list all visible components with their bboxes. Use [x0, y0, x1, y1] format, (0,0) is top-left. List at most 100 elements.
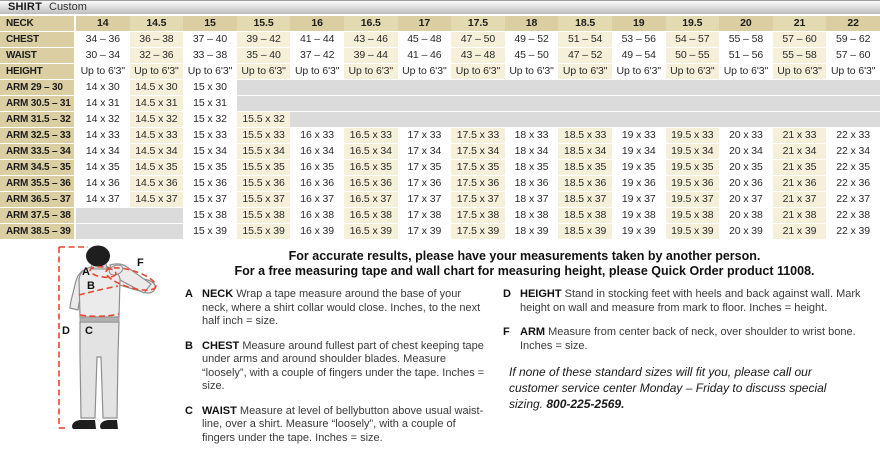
- size-cell: Up to 6'3": [772, 64, 827, 80]
- size-cell: Up to 6'3": [504, 64, 559, 80]
- size-cell: Up to 6'3": [397, 64, 452, 80]
- size-cell: 18 x 33: [504, 128, 559, 144]
- size-cell: 21 x 39: [772, 224, 827, 240]
- instruction-letter: B: [185, 339, 193, 352]
- empty-cell: [397, 96, 452, 112]
- size-cell: 15.5 x 37: [236, 192, 291, 208]
- size-cell: 15 x 36: [183, 176, 237, 192]
- size-cell: 21 x 38: [772, 208, 827, 224]
- size-cell: 18.5 x 35: [558, 160, 612, 176]
- size-cell: 41 – 46: [397, 48, 452, 64]
- size-cell: 51 – 54: [558, 32, 612, 48]
- intro-text: For accurate results, please have your m…: [175, 249, 874, 279]
- instruction-term: ARM: [520, 326, 546, 338]
- neck-size-header: 16.5: [343, 16, 398, 32]
- size-cell: 14 x 31: [76, 96, 130, 112]
- size-cell: 51 – 56: [719, 48, 773, 64]
- instruction-letter: A: [185, 288, 193, 300]
- size-cell: 15 x 34: [183, 144, 237, 160]
- table-row: ARM 30.5 – 31 14 x 31 14.5 x 31 15 x 31: [0, 96, 880, 112]
- size-cell: 59 – 62: [826, 32, 880, 48]
- size-cell: 41 – 44: [290, 32, 344, 48]
- size-table: NECK 14 14.5 15 15.5 16 16.5 17 17.5 18 18.5 19 19.5…: [0, 16, 880, 240]
- instruction-term: CHEST: [202, 339, 240, 352]
- size-cell: 37 – 42: [290, 48, 344, 64]
- empty-cell: [772, 96, 827, 112]
- empty-cell: [611, 80, 666, 96]
- size-cell: Up to 6'3": [665, 64, 720, 80]
- table-row: ARM 33.5 – 34 14 x 34 14.5 x 34 15 x 34 15.5…: [0, 144, 880, 160]
- size-cell: 18.5 x 39: [558, 224, 612, 240]
- empty-cell: [826, 112, 880, 128]
- size-cell: 15.5 x 34: [236, 144, 291, 160]
- size-cell: 39 – 44: [343, 48, 398, 64]
- empty-cell: [611, 112, 666, 128]
- size-cell: 17 x 36: [397, 176, 452, 192]
- size-cell: 16 x 38: [290, 208, 344, 224]
- size-cell: 15 x 31: [183, 96, 237, 112]
- size-cell: 15.5 x 36: [236, 176, 291, 192]
- size-cell: 17 x 34: [397, 144, 452, 160]
- measuring-instructions-section: A B C D F For accurate results, please h…: [0, 242, 880, 445]
- size-cell: 17 x 35: [397, 160, 452, 176]
- size-cell: 37 – 40: [183, 32, 237, 48]
- chest-measure-line: [78, 285, 119, 296]
- size-cell: Up to 6'3": [76, 64, 130, 80]
- size-cell: 19 x 39: [611, 224, 666, 240]
- size-cell: 20 x 36: [719, 176, 773, 192]
- size-cell: 17 x 38: [397, 208, 452, 224]
- size-chart-page: SHIRT Custom NECK 14 14.5 15 15.5 16 16.5 17 17.5…: [0, 0, 880, 445]
- empty-cell: [129, 224, 184, 240]
- instruction-column-left: A NECK Wrap a tape measure around the ba…: [185, 288, 487, 456]
- instruction-text: Stand in stocking feet with heels and ba…: [520, 288, 861, 314]
- size-cell: 55 – 58: [772, 48, 827, 64]
- size-cell: 18.5 x 38: [558, 208, 612, 224]
- figure-letter-labels: A B C D F: [62, 257, 144, 337]
- size-cell: 45 – 48: [397, 32, 452, 48]
- row-label: WAIST: [0, 48, 76, 64]
- neck-size-header: 22: [826, 16, 880, 32]
- size-cell: 19.5 x 37: [665, 192, 720, 208]
- instructions-text-area: For accurate results, please have your m…: [175, 242, 880, 445]
- size-cell: 15 x 39: [183, 224, 237, 240]
- size-cell: 39 – 42: [236, 32, 291, 48]
- table-row: ARM 36.5 – 37 14 x 37 14.5 x 37 15 x 37 15.5…: [0, 192, 880, 208]
- empty-cell: [772, 80, 827, 96]
- row-label: ARM 34.5 – 35: [0, 160, 76, 176]
- size-cell: 19 x 37: [611, 192, 666, 208]
- neck-size-header: 14: [76, 16, 130, 32]
- size-cell: 22 x 33: [826, 128, 880, 144]
- size-cell: 30 – 34: [76, 48, 130, 64]
- neck-size-header: 17.5: [451, 16, 505, 32]
- empty-cell: [611, 96, 666, 112]
- empty-cell: [290, 80, 344, 96]
- size-cell: 14.5 x 31: [129, 96, 184, 112]
- size-cell: 14.5 x 35: [129, 160, 184, 176]
- instruction-term: HEIGHT: [520, 288, 562, 300]
- row-label: HEIGHT: [0, 64, 76, 80]
- size-cell: 33 – 38: [183, 48, 237, 64]
- size-cell: 14.5 x 30: [129, 80, 184, 96]
- size-cell: 36 – 38: [129, 32, 184, 48]
- note-phone-number: 800-225-2569.: [546, 397, 625, 411]
- row-label: ARM 29 – 30: [0, 80, 76, 96]
- size-cell: 35 – 40: [236, 48, 291, 64]
- size-cell: 22 x 35: [826, 160, 880, 176]
- size-cell: 22 x 36: [826, 176, 880, 192]
- size-cell: 18 x 35: [504, 160, 559, 176]
- size-cell: 17.5 x 38: [451, 208, 505, 224]
- empty-cell: [397, 80, 452, 96]
- section-subtitle: Custom: [49, 1, 87, 13]
- intro-line-1: For accurate results, please have your m…: [288, 249, 761, 263]
- neck-size-header: 15: [183, 16, 237, 32]
- size-cell: 15 x 30: [183, 80, 237, 96]
- figure-label-d: D: [62, 325, 70, 337]
- neck-size-header: 21: [772, 16, 827, 32]
- empty-cell: [236, 80, 291, 96]
- size-cell: 16.5 x 39: [343, 224, 398, 240]
- table-row: ARM 31.5 – 32 14 x 32 14.5 x 32 15 x 32 15.5…: [0, 112, 880, 128]
- size-cell: 49 – 54: [611, 48, 666, 64]
- instruction-arm: F ARM Measure from center back of neck, …: [503, 326, 865, 353]
- note-text: If none of these standard sizes will fit…: [509, 365, 827, 411]
- neck-size-header: 19: [611, 16, 666, 32]
